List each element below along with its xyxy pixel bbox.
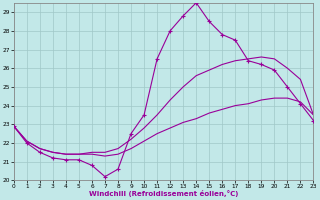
X-axis label: Windchill (Refroidissement éolien,°C): Windchill (Refroidissement éolien,°C) — [89, 190, 238, 197]
